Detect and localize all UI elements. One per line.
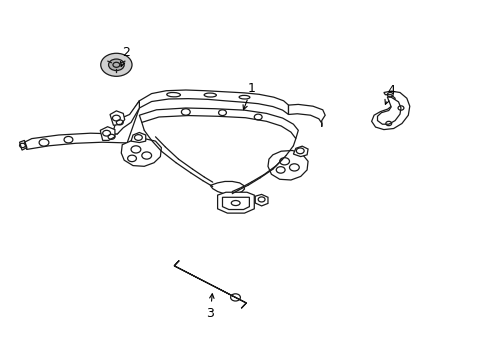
Polygon shape [24, 101, 139, 149]
Circle shape [101, 53, 132, 76]
Polygon shape [131, 132, 145, 143]
Polygon shape [139, 90, 288, 114]
Polygon shape [20, 140, 27, 150]
Polygon shape [371, 91, 409, 130]
Polygon shape [288, 104, 325, 127]
Polygon shape [377, 97, 400, 124]
Text: 3: 3 [206, 294, 214, 320]
Text: 4: 4 [384, 84, 394, 104]
Polygon shape [139, 108, 298, 139]
Polygon shape [174, 261, 246, 308]
Polygon shape [110, 111, 124, 125]
Text: 2: 2 [120, 46, 130, 66]
Polygon shape [217, 192, 254, 213]
Circle shape [108, 59, 124, 71]
Polygon shape [210, 181, 244, 194]
Polygon shape [100, 127, 115, 140]
Polygon shape [293, 146, 307, 157]
Polygon shape [112, 101, 139, 134]
Polygon shape [255, 194, 267, 206]
Polygon shape [121, 139, 161, 166]
Text: 1: 1 [243, 82, 255, 110]
Polygon shape [222, 197, 249, 210]
Polygon shape [267, 150, 307, 180]
